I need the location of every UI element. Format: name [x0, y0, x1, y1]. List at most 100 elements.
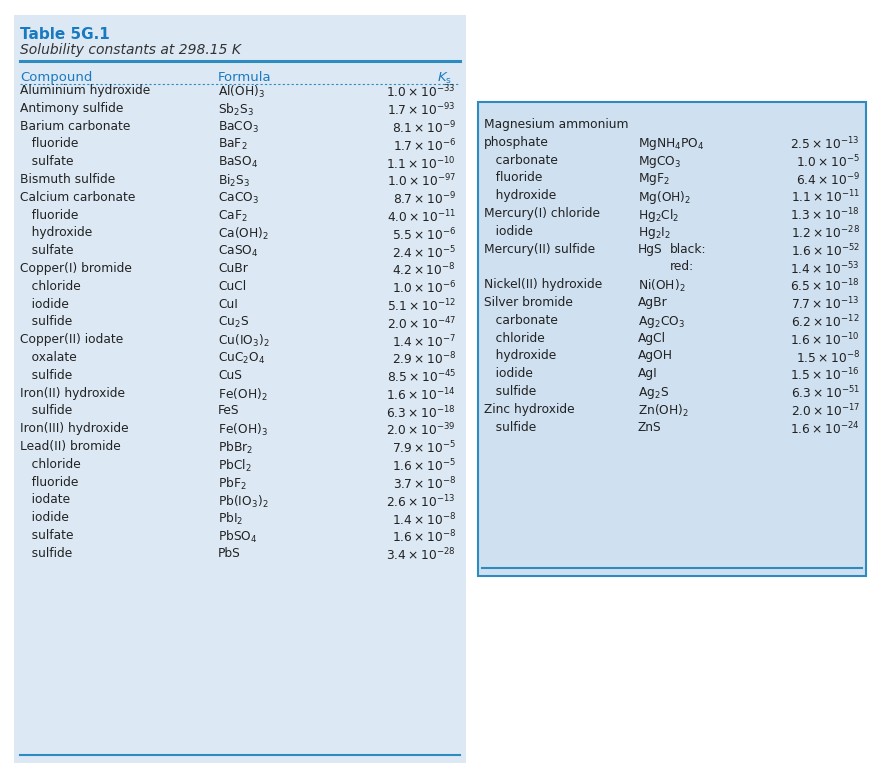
Text: PbS: PbS: [218, 547, 241, 560]
Text: $1.0 \times 10^{-6}$: $1.0 \times 10^{-6}$: [392, 280, 456, 296]
Text: Hg$_2$Cl$_2$: Hg$_2$Cl$_2$: [638, 207, 679, 224]
Text: CuBr: CuBr: [218, 262, 248, 275]
Text: $8.5 \times 10^{-45}$: $8.5 \times 10^{-45}$: [386, 369, 456, 386]
Text: $1.4 \times 10^{-53}$: $1.4 \times 10^{-53}$: [790, 261, 860, 277]
Text: PbBr$_2$: PbBr$_2$: [218, 440, 253, 456]
Text: $5.1 \times 10^{-12}$: $5.1 \times 10^{-12}$: [386, 298, 456, 315]
Text: $4.0 \times 10^{-11}$: $4.0 \times 10^{-11}$: [386, 209, 456, 225]
Text: $1.4 \times 10^{-7}$: $1.4 \times 10^{-7}$: [392, 333, 456, 350]
Text: Mercury(II) sulfide: Mercury(II) sulfide: [484, 243, 595, 256]
Text: CuCl: CuCl: [218, 280, 246, 293]
Text: fluoride: fluoride: [484, 171, 542, 184]
Text: $1.4 \times 10^{-8}$: $1.4 \times 10^{-8}$: [392, 511, 456, 528]
Text: $1.0 \times 10^{-97}$: $1.0 \times 10^{-97}$: [386, 173, 456, 190]
Text: iodide: iodide: [20, 298, 69, 311]
Text: Hg$_2$I$_2$: Hg$_2$I$_2$: [638, 225, 671, 241]
Text: $2.4 \times 10^{-5}$: $2.4 \times 10^{-5}$: [392, 244, 456, 261]
Text: BaCO$_3$: BaCO$_3$: [218, 120, 259, 135]
Text: AgBr: AgBr: [638, 296, 668, 309]
Text: CuI: CuI: [218, 298, 238, 311]
Text: HgS: HgS: [638, 243, 663, 256]
Text: $2.5 \times 10^{-13}$: $2.5 \times 10^{-13}$: [790, 136, 860, 153]
Text: Fe(OH)$_2$: Fe(OH)$_2$: [218, 386, 268, 402]
Text: Iron(III) hydroxide: Iron(III) hydroxide: [20, 423, 128, 435]
Text: $1.1 \times 10^{-10}$: $1.1 \times 10^{-10}$: [386, 155, 456, 172]
Text: PbSO$_4$: PbSO$_4$: [218, 529, 258, 545]
Text: $1.6 \times 10^{-8}$: $1.6 \times 10^{-8}$: [392, 529, 456, 546]
Bar: [478, 102, 866, 576]
Text: AgOH: AgOH: [638, 349, 673, 362]
Text: $\mathit{K}_\mathregular{s}$: $\mathit{K}_\mathregular{s}$: [437, 71, 452, 86]
Text: Copper(II) iodate: Copper(II) iodate: [20, 333, 123, 346]
Text: Fe(OH)$_3$: Fe(OH)$_3$: [218, 423, 268, 438]
Text: $1.5 \times 10^{-8}$: $1.5 \times 10^{-8}$: [796, 349, 860, 366]
Text: $1.6 \times 10^{-52}$: $1.6 \times 10^{-52}$: [790, 243, 860, 259]
Text: sulfate: sulfate: [20, 244, 74, 258]
Text: chloride: chloride: [484, 332, 545, 345]
Text: $4.2 \times 10^{-8}$: $4.2 \times 10^{-8}$: [392, 262, 456, 278]
Text: iodide: iodide: [484, 225, 533, 237]
Text: sulfide: sulfide: [20, 405, 72, 417]
Text: $2.6 \times 10^{-13}$: $2.6 \times 10^{-13}$: [386, 493, 456, 510]
Text: Formula: Formula: [218, 71, 272, 84]
Text: carbonate: carbonate: [484, 153, 558, 167]
Text: chloride: chloride: [20, 280, 81, 293]
Text: Ca(OH)$_2$: Ca(OH)$_2$: [218, 227, 269, 243]
Text: $1.7 \times 10^{-93}$: $1.7 \times 10^{-93}$: [387, 102, 456, 119]
Text: $1.6 \times 10^{-5}$: $1.6 \times 10^{-5}$: [392, 458, 456, 474]
Text: hydroxide: hydroxide: [484, 349, 556, 362]
Text: MgF$_2$: MgF$_2$: [638, 171, 670, 187]
Bar: [14, 15, 466, 763]
Text: $1.7 \times 10^{-6}$: $1.7 \times 10^{-6}$: [392, 137, 456, 154]
Text: fluoride: fluoride: [20, 476, 78, 489]
Text: PbI$_2$: PbI$_2$: [218, 511, 244, 527]
Text: phosphate: phosphate: [484, 136, 549, 149]
Text: Table 5G.1: Table 5G.1: [20, 27, 110, 42]
Text: MgCO$_3$: MgCO$_3$: [638, 153, 681, 170]
Text: $2.0 \times 10^{-17}$: $2.0 \times 10^{-17}$: [790, 402, 860, 419]
Text: Mercury(I) chloride: Mercury(I) chloride: [484, 207, 600, 220]
Text: Copper(I) bromide: Copper(I) bromide: [20, 262, 132, 275]
Text: iodate: iodate: [20, 493, 70, 507]
Text: sulfate: sulfate: [20, 529, 74, 542]
Text: FeS: FeS: [218, 405, 239, 417]
Text: sulfate: sulfate: [20, 155, 74, 168]
Text: black:: black:: [670, 243, 707, 256]
Text: $1.0 \times 10^{-5}$: $1.0 \times 10^{-5}$: [796, 153, 860, 170]
Text: $1.5 \times 10^{-16}$: $1.5 \times 10^{-16}$: [790, 367, 860, 384]
Text: fluoride: fluoride: [20, 137, 78, 150]
Text: $7.9 \times 10^{-5}$: $7.9 \times 10^{-5}$: [392, 440, 456, 456]
Text: Bi$_2$S$_3$: Bi$_2$S$_3$: [218, 173, 250, 189]
Text: sulfide: sulfide: [484, 385, 536, 398]
Text: CaF$_2$: CaF$_2$: [218, 209, 247, 224]
Text: $3.4 \times 10^{-28}$: $3.4 \times 10^{-28}$: [386, 547, 456, 564]
Text: Ni(OH)$_2$: Ni(OH)$_2$: [638, 278, 686, 295]
Text: AgI: AgI: [638, 367, 657, 380]
Text: PbF$_2$: PbF$_2$: [218, 476, 246, 492]
Text: Ag$_2$S: Ag$_2$S: [638, 385, 669, 401]
Text: $1.6 \times 10^{-24}$: $1.6 \times 10^{-24}$: [790, 421, 860, 437]
Text: Magnesium ammonium: Magnesium ammonium: [484, 118, 628, 131]
Text: hydroxide: hydroxide: [484, 189, 556, 202]
Text: $6.3 \times 10^{-51}$: $6.3 \times 10^{-51}$: [790, 385, 860, 402]
Text: Cu$_2$S: Cu$_2$S: [218, 315, 249, 331]
Text: BaF$_2$: BaF$_2$: [218, 137, 247, 153]
Text: $6.4 \times 10^{-9}$: $6.4 \times 10^{-9}$: [796, 171, 860, 188]
Bar: [478, 102, 866, 576]
Text: Iron(II) hydroxide: Iron(II) hydroxide: [20, 386, 125, 399]
Text: AgCl: AgCl: [638, 332, 666, 345]
Text: Calcium carbonate: Calcium carbonate: [20, 190, 136, 204]
Text: $2.0 \times 10^{-39}$: $2.0 \times 10^{-39}$: [386, 423, 456, 439]
Text: BaSO$_4$: BaSO$_4$: [218, 155, 259, 170]
Text: oxalate: oxalate: [20, 351, 77, 364]
Text: Barium carbonate: Barium carbonate: [20, 120, 130, 133]
Text: Al(OH)$_3$: Al(OH)$_3$: [218, 84, 265, 100]
Text: iodide: iodide: [484, 367, 533, 380]
Text: Compound: Compound: [20, 71, 92, 84]
Text: $1.0 \times 10^{-33}$: $1.0 \times 10^{-33}$: [386, 84, 456, 100]
Text: hydroxide: hydroxide: [20, 227, 92, 240]
Text: $1.1 \times 10^{-11}$: $1.1 \times 10^{-11}$: [790, 189, 860, 206]
Text: fluoride: fluoride: [20, 209, 78, 221]
Text: $6.2 \times 10^{-12}$: $6.2 \times 10^{-12}$: [791, 314, 860, 331]
Text: $3.7 \times 10^{-8}$: $3.7 \times 10^{-8}$: [392, 476, 456, 492]
